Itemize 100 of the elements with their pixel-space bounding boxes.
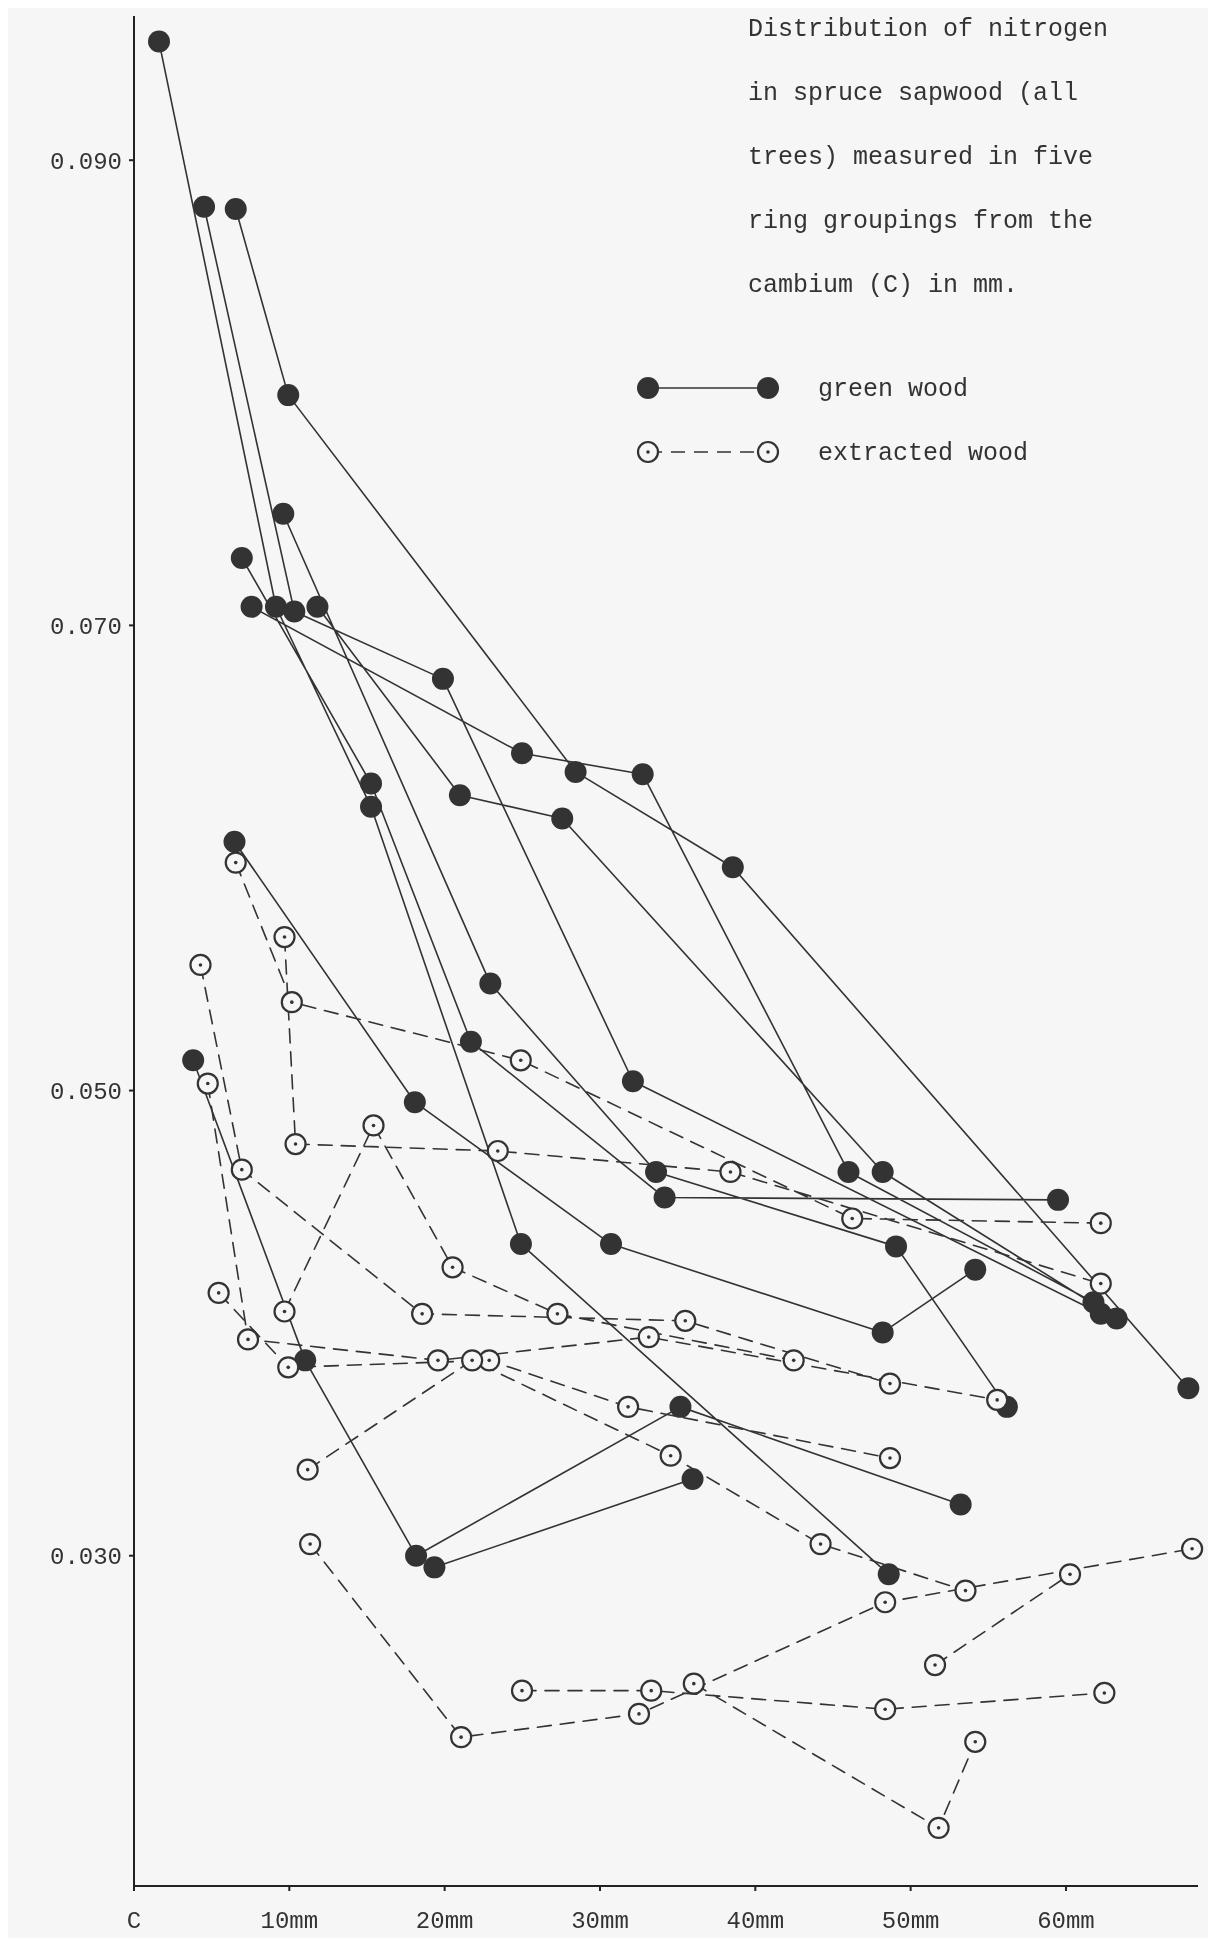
point (964, 1258, 987, 1281)
point (659, 1444, 682, 1467)
point (230, 1158, 253, 1181)
point (637, 1325, 660, 1349)
point (441, 1256, 464, 1279)
point (272, 502, 295, 525)
point (207, 1281, 230, 1304)
point (264, 595, 287, 618)
legend-label: green wood (818, 374, 969, 404)
point (645, 1160, 668, 1183)
point (871, 1321, 894, 1344)
point (448, 784, 471, 807)
point (148, 30, 171, 53)
point (403, 1091, 426, 1114)
point (284, 1132, 307, 1156)
x-tick-label: 30mm (571, 1908, 629, 1935)
x-tick-label: 40mm (726, 1908, 785, 1935)
point (721, 856, 744, 879)
point (240, 595, 263, 618)
legend-label: extracted wood (818, 438, 1029, 468)
point (674, 1309, 697, 1332)
x-tick-label: 60mm (1037, 1908, 1095, 1935)
point (299, 1533, 322, 1556)
point (426, 1349, 450, 1372)
point (871, 1160, 894, 1183)
point (631, 763, 654, 786)
point (1089, 1212, 1112, 1235)
point (189, 953, 212, 977)
point (1093, 1681, 1116, 1705)
point (669, 1395, 692, 1418)
point (224, 198, 247, 221)
point (405, 1544, 428, 1567)
point (459, 1030, 482, 1053)
point (954, 1579, 977, 1602)
point (1181, 1537, 1204, 1560)
point (621, 1070, 644, 1093)
point (411, 1302, 434, 1325)
y-tick-label: 0.090 (49, 148, 122, 176)
point (640, 1679, 663, 1702)
point (837, 1160, 860, 1183)
point (511, 742, 534, 765)
point (923, 1653, 947, 1677)
x-tick-label: 20mm (415, 1908, 474, 1935)
point (423, 1556, 446, 1579)
point (841, 1207, 864, 1230)
point (1058, 1563, 1082, 1586)
point (546, 1302, 569, 1325)
point (182, 1049, 205, 1072)
point (986, 1388, 1009, 1411)
point (509, 1049, 532, 1072)
point (682, 1672, 705, 1695)
point (964, 1730, 987, 1753)
y-tick-label: 0.030 (49, 1544, 122, 1572)
y-tick-label: 0.050 (49, 1078, 122, 1106)
point (236, 1328, 260, 1351)
point (280, 991, 303, 1014)
point (719, 1160, 742, 1184)
point (878, 1372, 902, 1395)
point (653, 1186, 676, 1209)
point (617, 1395, 640, 1418)
point (283, 600, 306, 623)
point (273, 925, 296, 949)
point (874, 1698, 897, 1721)
point (877, 1563, 900, 1586)
point (230, 546, 253, 569)
point (782, 1349, 805, 1372)
point (874, 1591, 897, 1614)
point (551, 807, 574, 830)
point (927, 1816, 950, 1839)
point (627, 1702, 651, 1725)
point (277, 384, 300, 407)
x-tick-label: C (126, 1908, 142, 1935)
point (273, 1300, 296, 1323)
point (1047, 1188, 1070, 1211)
point (223, 830, 246, 853)
point (885, 1235, 908, 1258)
point (600, 1233, 623, 1256)
point (277, 1356, 300, 1379)
point (362, 1114, 385, 1137)
point (450, 1726, 473, 1749)
point (306, 595, 329, 618)
point (224, 851, 247, 874)
point (360, 795, 383, 818)
point (479, 972, 502, 995)
point (461, 1349, 484, 1372)
y-tick-label: 0.070 (49, 613, 122, 641)
point (431, 667, 454, 690)
point (681, 1467, 704, 1490)
point (809, 1533, 832, 1556)
point (1105, 1307, 1128, 1330)
point (1089, 1272, 1112, 1295)
point (1177, 1377, 1200, 1400)
chart-title: Distribution of nitrogen in spruce sapwood (all trees) measured in five ring groupings from the cambium (C) in mm. (748, 15, 1109, 300)
point (509, 1233, 532, 1256)
x-tick-label: 10mm (260, 1908, 319, 1935)
point (360, 772, 383, 795)
point (949, 1493, 972, 1516)
point (296, 1458, 319, 1481)
x-tick-label: 50mm (881, 1908, 940, 1935)
point (196, 1072, 219, 1095)
